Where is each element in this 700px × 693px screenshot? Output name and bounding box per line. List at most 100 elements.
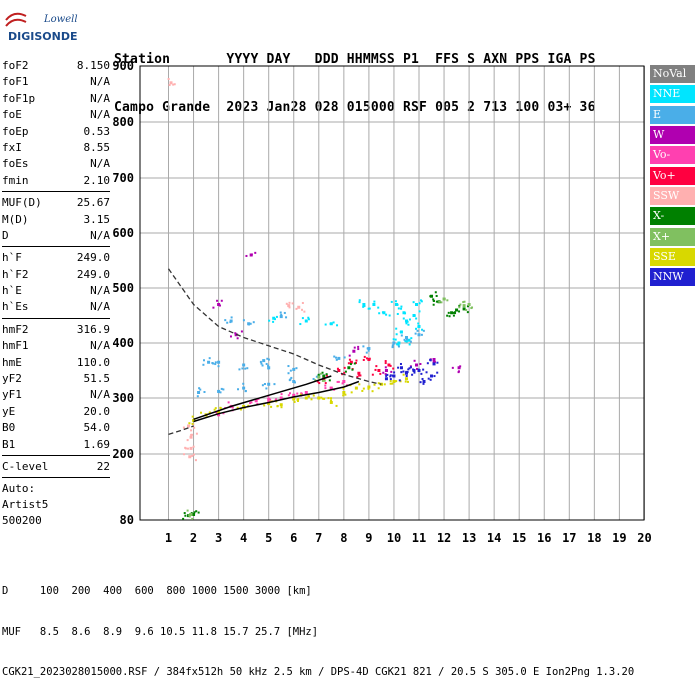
data-point-sse (304, 396, 308, 400)
data-point-nne (362, 303, 366, 306)
data-point-nnw (392, 374, 396, 378)
data-point-nne (413, 314, 416, 317)
param-row: fxI 8.55 (2, 140, 110, 156)
data-point-nne (272, 316, 276, 320)
data-point-vo- (269, 398, 272, 401)
legend-item-nne: NNE (650, 85, 695, 104)
data-point-x- (466, 311, 469, 314)
data-point-vo- (318, 382, 321, 385)
data-point-e (273, 383, 276, 386)
data-point-x- (459, 303, 462, 306)
param-label: h`E (2, 284, 22, 298)
param-row: h`F 249.0 (2, 250, 110, 266)
data-point-nne (397, 341, 401, 345)
data-point-nnw (411, 373, 414, 376)
data-point-sse (377, 387, 380, 390)
data-point-nnw (404, 371, 408, 375)
data-point-nne (394, 300, 397, 303)
data-point-e (362, 345, 365, 348)
data-point-x- (321, 379, 324, 382)
data-point-vo- (349, 360, 353, 364)
data-point-e (214, 363, 217, 366)
param-label: h`F (2, 251, 22, 265)
data-point-nnw (386, 373, 389, 376)
data-point-x- (349, 363, 352, 366)
y-tick-label: 900 (112, 59, 134, 73)
data-point-nnw (429, 359, 432, 362)
data-point-nnw (405, 370, 408, 373)
data-point-e (242, 363, 246, 367)
x-tick-label: 20 (637, 531, 651, 545)
data-point-x- (471, 306, 474, 309)
legend-item-x-: X- (650, 207, 695, 226)
data-point-nne (407, 323, 410, 326)
x-tick-label: 8 (340, 531, 347, 545)
data-point-vo- (325, 374, 328, 377)
data-point-e (337, 356, 341, 360)
data-point-nnw (407, 368, 410, 371)
data-point-ssw (191, 433, 194, 436)
x-tick-label: 7 (315, 531, 322, 545)
data-point-vo- (280, 396, 283, 399)
data-point-x- (434, 291, 437, 294)
data-point-ssw (184, 446, 187, 449)
data-point-vo- (227, 401, 230, 404)
data-point-nne (405, 340, 408, 343)
param-row: h`E N/A (2, 283, 110, 299)
data-point-e (198, 387, 201, 390)
data-point-ssw (192, 445, 195, 448)
data-point-ssw (288, 306, 291, 309)
data-point-nnw (391, 374, 394, 377)
y-tick-label: 500 (112, 281, 134, 295)
data-point-vo- (337, 369, 341, 372)
data-point-nne (390, 300, 393, 303)
data-point-nne (420, 300, 423, 303)
param-label: hmF2 (2, 322, 29, 336)
data-point-e (403, 338, 406, 341)
data-point-nnw (405, 375, 408, 378)
data-point-vo- (362, 358, 365, 361)
data-point-e (366, 347, 369, 350)
data-point-sse (292, 397, 296, 401)
data-point-w (236, 337, 239, 340)
param-row: D N/A (2, 228, 110, 244)
data-point-x- (186, 509, 189, 512)
data-point-nne (362, 305, 365, 308)
data-point-vo- (336, 380, 339, 383)
data-point-e (244, 390, 247, 393)
data-point-nnw (417, 368, 420, 371)
data-point-w (384, 373, 387, 376)
param-row: yF2 51.5 (2, 371, 110, 387)
y-tick-label: 800 (112, 115, 134, 129)
data-point-sse (404, 380, 407, 383)
data-point-e (261, 364, 264, 367)
data-point-w (348, 354, 351, 357)
data-point-nne (363, 304, 366, 307)
data-point-e (262, 359, 266, 363)
data-point-sse (350, 391, 353, 394)
data-point-sse (327, 397, 330, 400)
data-point-sse (307, 395, 310, 398)
data-point-nnw (389, 375, 392, 378)
data-point-nne (418, 302, 421, 305)
footer-distance-row: D 100 200 400 600 800 1000 1500 3000 [km… (2, 585, 312, 597)
data-point-e (315, 375, 318, 378)
data-point-x- (430, 294, 434, 298)
data-point-e (199, 388, 202, 391)
data-point-nne (417, 326, 420, 329)
data-point-x- (463, 300, 466, 303)
data-point-e (367, 349, 370, 352)
data-point-vo- (371, 373, 374, 376)
data-point-sse (296, 398, 299, 401)
data-point-e (248, 323, 251, 326)
data-point-nnw (429, 378, 432, 381)
data-point-e (226, 321, 229, 324)
data-point-e (260, 362, 263, 365)
x-tick-label: 9 (365, 531, 372, 545)
data-point-x- (462, 304, 466, 308)
data-point-sse (192, 418, 196, 422)
data-point-x- (446, 314, 449, 317)
param-row: hmE 110.0 (2, 355, 110, 371)
data-point-e (391, 344, 394, 347)
data-point-vo- (296, 392, 299, 395)
